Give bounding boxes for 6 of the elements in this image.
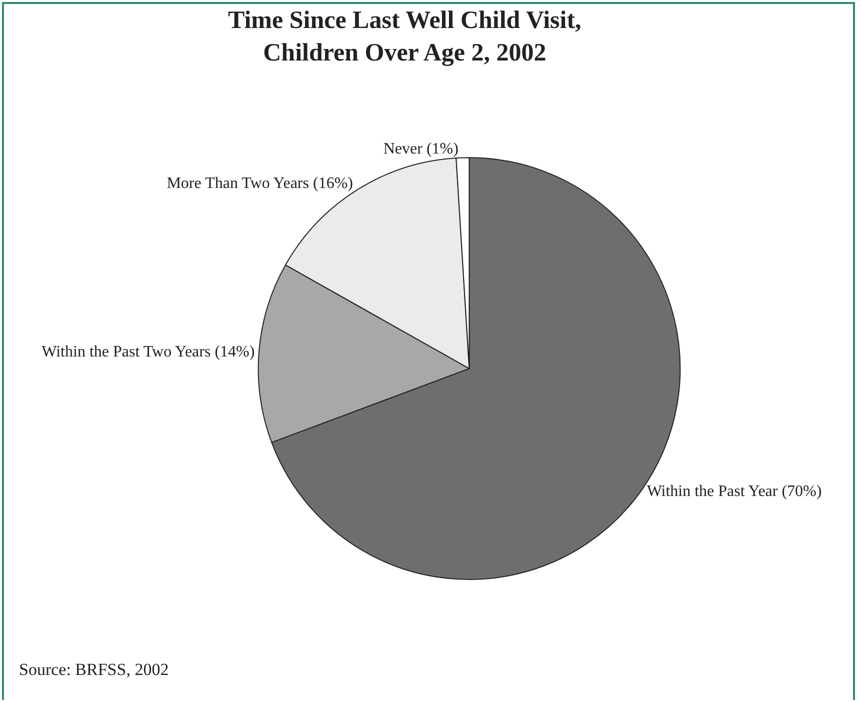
slice-label: Within the Past Year (70%): [646, 483, 822, 500]
slice-label: More Than Two Years (16%): [166, 175, 353, 192]
slice-label: Within the Past Two Years (14%): [42, 344, 255, 361]
slice-label: Never (1%): [383, 140, 458, 158]
chart-title: Time Since Last Well Child Visit, Children Over Age 2, 2002: [228, 7, 582, 67]
source-note: Source: BRFSS, 2002: [19, 660, 169, 679]
